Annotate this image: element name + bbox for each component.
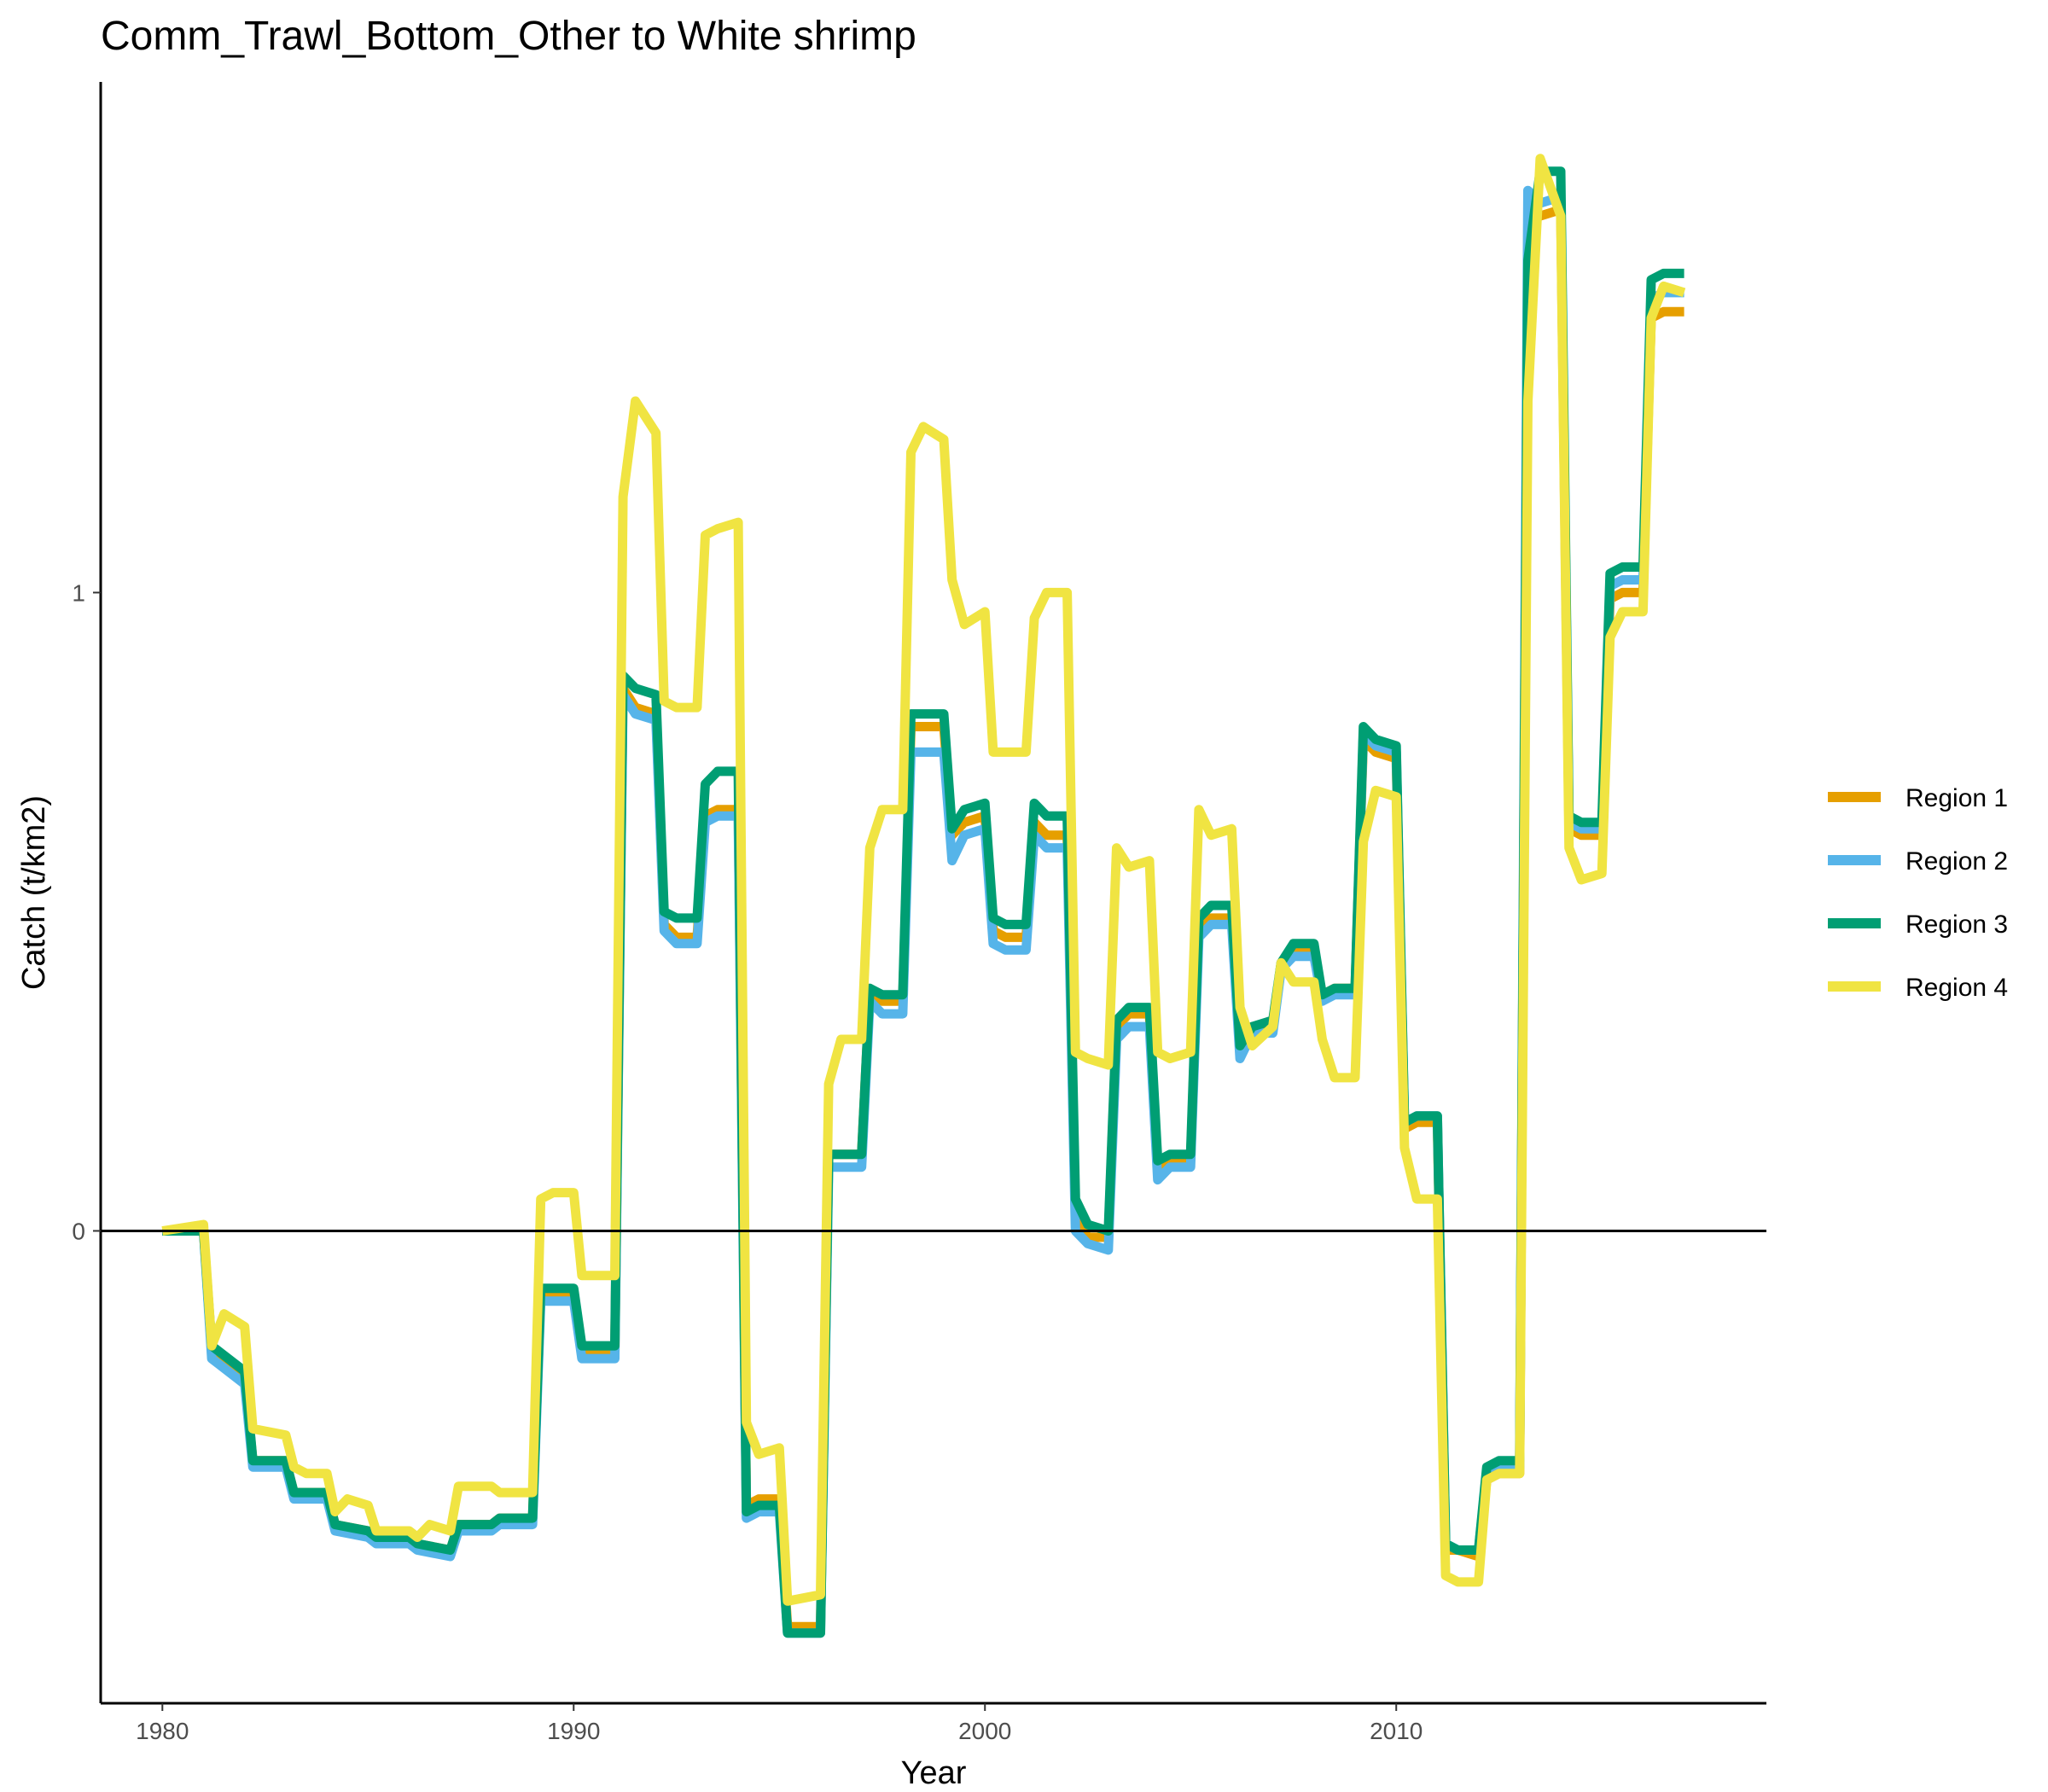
y-axis-label: Catch (t/km2): [16, 795, 52, 990]
chart-title: Comm_Trawl_Bottom_Other to White shrimp: [101, 14, 916, 59]
y-tick-label: 0: [72, 1218, 85, 1244]
x-axis-label: Year: [901, 1755, 967, 1791]
legend: Region 1 Region 2 Region 3 Region 4: [1828, 784, 2008, 1002]
y-tick-label: 1: [72, 579, 85, 606]
x-tick-label: 2000: [958, 1718, 1011, 1744]
tick-layer: 1980 1990 2000 2010 0 1: [72, 579, 1423, 1744]
legend-label-region-2: Region 2: [1905, 847, 2008, 876]
legend-label-region-1: Region 1: [1905, 784, 2008, 812]
legend-label-region-3: Region 3: [1905, 911, 2008, 939]
series-line-region-3: [162, 166, 1684, 1638]
series-line-region-4: [161, 154, 1686, 1606]
x-tick-label: 2010: [1370, 1718, 1423, 1744]
x-tick-label: 1980: [136, 1718, 189, 1744]
series-layer: [161, 154, 1686, 1638]
legend-label-region-4: Region 4: [1905, 974, 2008, 1002]
x-tick-label: 1990: [547, 1718, 600, 1744]
